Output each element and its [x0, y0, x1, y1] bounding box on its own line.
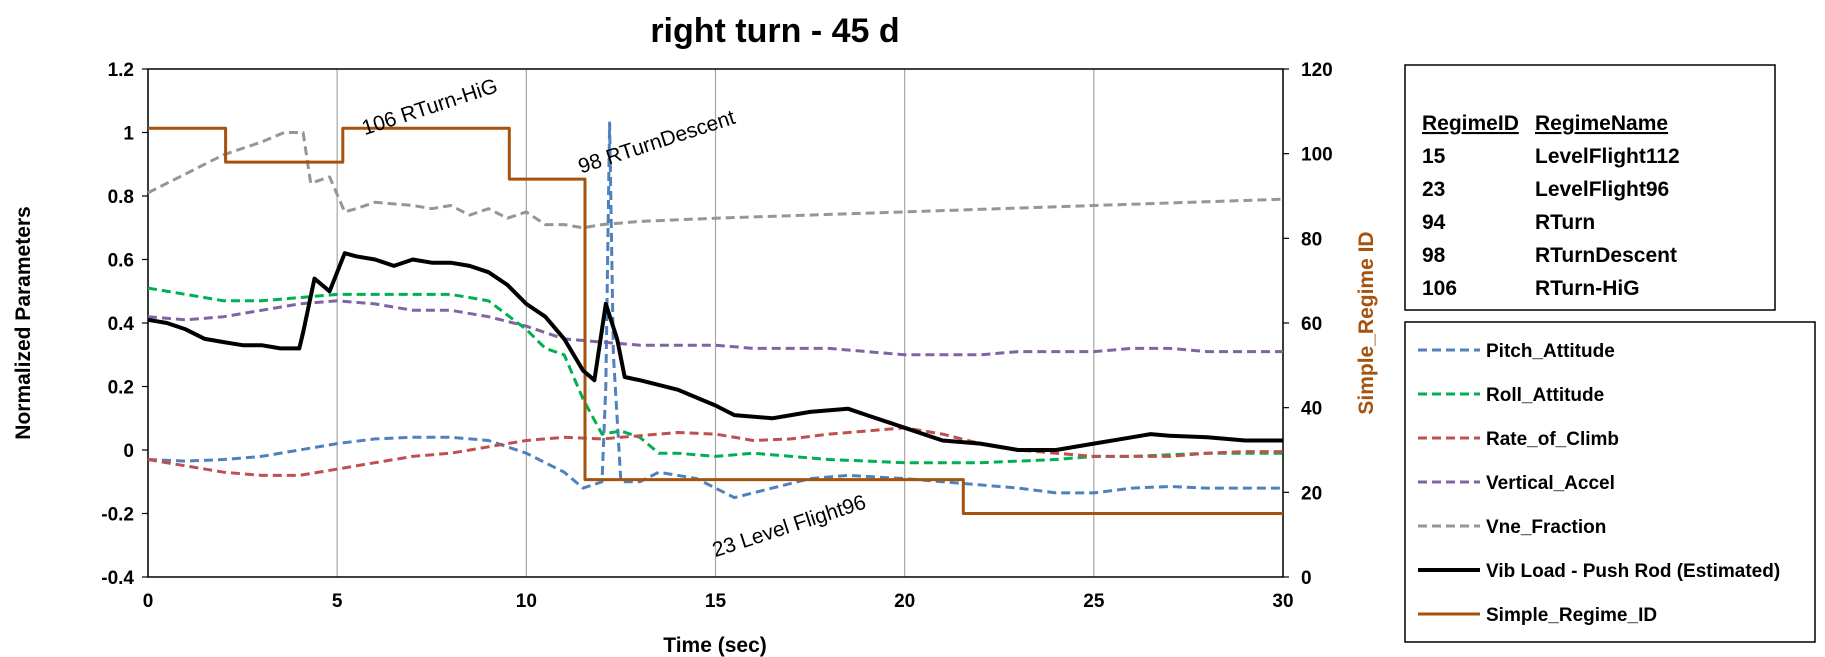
annotation-label: 106 RTurn-HiG [359, 75, 500, 141]
y-tick-label: 0.8 [108, 187, 134, 208]
annotation-label: 98 RTurnDescent [575, 106, 738, 178]
x-tick-label: 15 [705, 591, 727, 612]
x-tick-label: 20 [894, 591, 915, 612]
y-tick-label: 0.4 [108, 314, 135, 335]
y-tick-label: 1 [123, 124, 134, 145]
regime-table: RegimeID RegimeName 15 LevelFlight112 23 Leve… [1404, 64, 1776, 311]
grid [147, 69, 1284, 577]
y2-tick-label: 80 [1301, 229, 1322, 250]
table-header: RegimeName [1535, 112, 1668, 135]
x-tick-label: 30 [1272, 591, 1293, 612]
series-vne-fraction [147, 131, 1284, 230]
y-tick-label: 0 [123, 441, 134, 462]
chart-title: right turn - 45 d [650, 12, 899, 50]
y2-tick-label: 0 [1301, 568, 1312, 589]
table-cell: 98 [1422, 244, 1446, 267]
y2-tick-label: 60 [1301, 314, 1322, 335]
y2-tick-label: 20 [1301, 483, 1322, 504]
table-cell: RTurn-HiG [1535, 277, 1640, 300]
table-cell: RTurnDescent [1535, 244, 1677, 267]
series-simple-regime-id [148, 126, 1283, 515]
x-tick-label: 5 [332, 591, 343, 612]
annotation-label: 23 Level Flight96 [710, 491, 869, 562]
x-axis-title: Time (sec) [663, 634, 767, 657]
y2-tick-label: 100 [1301, 145, 1333, 166]
y-tick-label: -0.4 [101, 568, 134, 589]
y-tick-label: -0.2 [101, 505, 134, 526]
table-cell: RTurn [1535, 211, 1595, 234]
table-cell: 15 [1422, 145, 1446, 168]
table-cell: LevelFlight96 [1535, 178, 1669, 201]
series-vertical-accel [147, 299, 1283, 357]
series-layer [147, 121, 1284, 515]
series-rate-of-climb [147, 426, 1283, 477]
table-header: RegimeID [1422, 112, 1519, 135]
table-cell: 23 [1422, 178, 1445, 201]
y-tick-label: 0.2 [108, 378, 134, 399]
table-cell: 106 [1422, 277, 1457, 300]
x-axis: 0 5 10 15 20 25 30 [143, 591, 1294, 612]
legend-entry: Vne_Fraction [1486, 517, 1606, 538]
table-cell: 94 [1422, 211, 1446, 234]
legend-entry: Rate_of_Climb [1486, 429, 1619, 450]
y-axis-right: 0 20 40 60 80 100 120 [1283, 60, 1333, 589]
x-tick-label: 0 [143, 591, 154, 612]
y-tick-label: 0.6 [108, 251, 134, 272]
legend-entry: Pitch_Attitude [1486, 341, 1615, 362]
series-pitch-attitude [147, 121, 1283, 500]
table-cell: LevelFlight112 [1535, 145, 1680, 168]
legend-entry: Vib Load - Push Rod (Estimated) [1486, 561, 1780, 582]
legend-entry: Vertical_Accel [1486, 473, 1615, 494]
y-tick-label: 1.2 [108, 60, 134, 81]
y-axis-left: -0.4 -0.2 0 0.2 0.4 0.6 0.8 1 1.2 [101, 60, 148, 589]
y2-axis-title: Simple_Regime ID [1355, 231, 1378, 414]
legend: Pitch_Attitude Roll_Attitude Rate_of_Climb… [1404, 321, 1816, 643]
y-axis-title: Normalized Parameters [12, 206, 35, 439]
x-tick-label: 10 [516, 591, 537, 612]
series-roll-attitude [147, 286, 1283, 465]
y2-tick-label: 120 [1301, 60, 1333, 81]
x-tick-label: 25 [1083, 591, 1105, 612]
series-vib-load-push-rod-estimated- [147, 251, 1283, 452]
y2-tick-label: 40 [1301, 399, 1322, 420]
legend-entry: Simple_Regime_ID [1486, 605, 1657, 626]
legend-entry: Roll_Attitude [1486, 385, 1604, 406]
